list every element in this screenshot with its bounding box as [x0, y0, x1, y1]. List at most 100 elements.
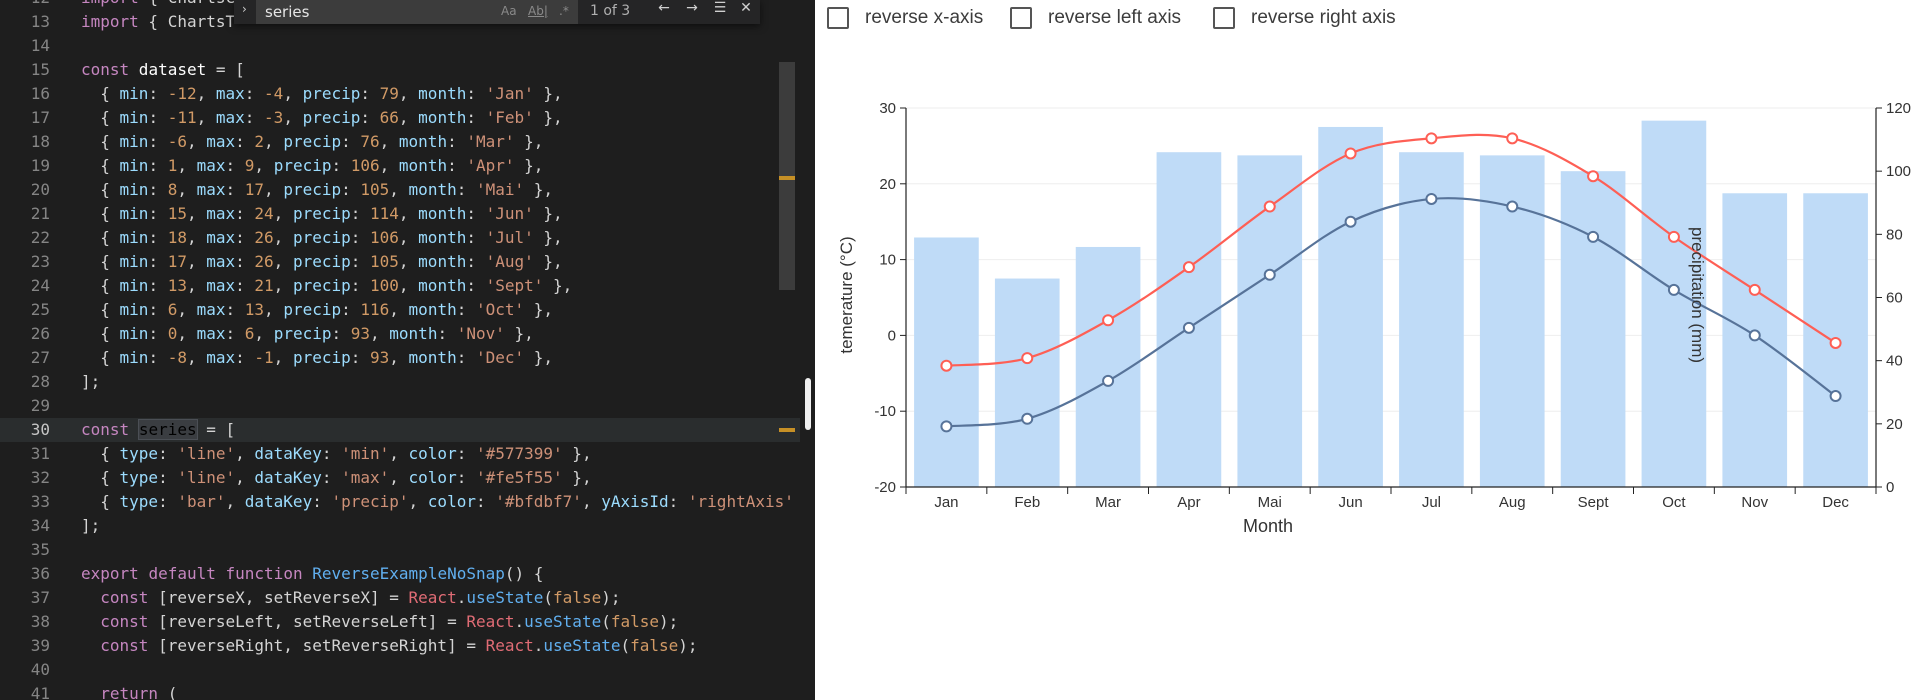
code-line[interactable]: 36 export default function ReverseExample… — [0, 562, 800, 586]
code-line[interactable]: 17 { min: -11, max: -3, precip: 66, mont… — [0, 106, 800, 130]
code-line[interactable]: 15 const dataset = [ — [0, 58, 800, 82]
line-max-point-oct — [1667, 230, 1680, 243]
code-line[interactable]: 24 { min: 13, max: 21, precip: 100, mont… — [0, 274, 800, 298]
code-line[interactable]: 31 { type: 'line', dataKey: 'min', color… — [0, 442, 800, 466]
code-line[interactable]: 30 const series = [ — [0, 418, 800, 442]
x-tick-label: Mai — [1258, 494, 1282, 511]
x-tick-label: Jun — [1338, 494, 1362, 511]
left-tick-label: 10 — [879, 252, 896, 269]
reverse-right-checkbox[interactable]: reverse right axis — [1213, 6, 1396, 30]
x-tick-label: Aug — [1499, 494, 1526, 511]
code-text: { min: -11, max: -3, precip: 66, month: … — [81, 108, 563, 127]
x-tick-label: Dec — [1822, 494, 1849, 511]
split-resize-handle[interactable] — [805, 378, 811, 430]
reverse-x-checkbox[interactable]: reverse x-axis — [827, 6, 983, 30]
close-icon[interactable]: ✕ — [740, 0, 752, 16]
code-text: { min: 18, max: 26, precip: 106, month: … — [81, 228, 563, 247]
line-min-point-dec — [1829, 390, 1842, 403]
code-line[interactable]: 20 { min: 8, max: 17, precip: 105, month… — [0, 178, 800, 202]
code-text: const dataset = [ — [81, 60, 245, 79]
line-number: 23 — [30, 252, 50, 271]
line-number: 27 — [30, 348, 50, 367]
whole-word-icon[interactable]: Ab| — [528, 4, 548, 18]
code-line[interactable]: 14 — [0, 34, 800, 58]
left-tick-label: 20 — [879, 176, 896, 193]
line-min-point-nov — [1748, 329, 1761, 342]
code-editor[interactable]: 12 import { ChartsC 13 import { ChartsT 14 15… — [0, 0, 815, 700]
line-number: 20 — [30, 180, 50, 199]
code-line[interactable]: 22 { min: 18, max: 26, precip: 106, mont… — [0, 226, 800, 250]
code-text: { min: -12, max: -4, precip: 79, month: … — [81, 84, 563, 103]
code-line[interactable]: 35 — [0, 538, 800, 562]
replace-toggle-icon[interactable]: › — [242, 2, 247, 16]
code-line[interactable]: 33 { type: 'bar', dataKey: 'precip', col… — [0, 490, 800, 514]
code-line[interactable]: 28]; — [0, 370, 800, 394]
bar-precip-jul — [1399, 152, 1464, 487]
code-line[interactable]: 19 { min: 1, max: 9, precip: 106, month:… — [0, 154, 800, 178]
x-tick-label: Mar — [1095, 494, 1121, 511]
code-line[interactable]: 37 const [reverseX, setReverseX] = React… — [0, 586, 800, 610]
checkbox-box[interactable] — [1010, 7, 1032, 29]
code-line[interactable]: 12 import { ChartsC — [0, 0, 800, 10]
x-tick-label: Apr — [1177, 494, 1200, 511]
bar-precip-jun — [1318, 126, 1383, 487]
line-number: 26 — [30, 324, 50, 343]
code-line[interactable]: 27 { min: -8, max: -1, precip: 93, month… — [0, 346, 800, 370]
code-line[interactable]: 34]; — [0, 514, 800, 538]
code-line[interactable]: 29 — [0, 394, 800, 418]
line-number: 33 — [30, 492, 50, 511]
find-in-selection-icon[interactable]: ☰ — [713, 0, 727, 16]
code-line[interactable]: 26 { min: 0, max: 6, precip: 93, month: … — [0, 322, 800, 346]
line-max-point-jan — [940, 359, 953, 372]
line-number: 35 — [30, 540, 50, 559]
find-input-value: series — [265, 3, 310, 21]
code-line[interactable]: 16 { min: -12, max: -4, precip: 79, mont… — [0, 82, 800, 106]
next-match-icon[interactable]: → — [686, 0, 698, 16]
code-line[interactable]: 13 import { ChartsT — [0, 10, 800, 34]
line-min-point-apr — [1182, 321, 1195, 334]
code-line[interactable]: 38 const [reverseLeft, setReverseLeft] =… — [0, 610, 800, 634]
code-text: const series = [ — [81, 419, 236, 440]
checkbox-box[interactable] — [827, 7, 849, 29]
line-number: 19 — [30, 156, 50, 175]
code-text: { min: -8, max: -1, precip: 93, month: '… — [81, 348, 554, 367]
code-line[interactable]: 32 { type: 'line', dataKey: 'max', color… — [0, 466, 800, 490]
code-line[interactable]: 18 { min: -6, max: 2, precip: 76, month:… — [0, 130, 800, 154]
line-min-point-jul — [1425, 192, 1438, 205]
code-text: const [reverseLeft, setReverseLeft] = Re… — [100, 612, 679, 631]
line-number: 22 — [30, 228, 50, 247]
line-min-point-aug — [1506, 200, 1519, 213]
match-case-icon[interactable]: Aa — [501, 4, 517, 18]
x-tick-label: Sept — [1578, 494, 1610, 511]
checkbox-box[interactable] — [1213, 7, 1235, 29]
line-max-point-dec — [1829, 336, 1842, 349]
code-line[interactable]: 39 const [reverseRight, setReverseRight]… — [0, 634, 800, 658]
previous-match-icon[interactable]: ← — [658, 0, 670, 16]
reverse-left-checkbox[interactable]: reverse left axis — [1010, 6, 1181, 30]
line-max-point-jul — [1425, 132, 1438, 145]
line-number: 18 — [30, 132, 50, 151]
code-text: const [reverseRight, setReverseRight] = … — [100, 636, 698, 655]
bar-precip-apr — [1156, 152, 1222, 487]
code-line[interactable]: 23 { min: 17, max: 26, precip: 105, mont… — [0, 250, 800, 274]
code-text: return ( — [100, 684, 178, 700]
x-axis-label: Month — [1243, 516, 1293, 536]
code-line[interactable]: 41 return ( — [0, 682, 800, 700]
code-text: ]; — [81, 516, 101, 535]
line-number: 38 — [30, 612, 50, 631]
line-number: 32 — [30, 468, 50, 487]
code-line[interactable]: 21 { min: 15, max: 24, precip: 114, mont… — [0, 202, 800, 226]
find-input[interactable]: series Aa Ab| .* — [256, 0, 578, 24]
code-line[interactable]: 40 — [0, 658, 800, 682]
code-text: ]; — [81, 372, 101, 391]
code-line[interactable]: 25 { min: 6, max: 13, precip: 116, month… — [0, 298, 800, 322]
regex-icon[interactable]: .* — [559, 4, 569, 18]
line-min-point-feb — [1021, 412, 1034, 425]
line-max-point-jun — [1344, 147, 1357, 160]
right-tick-label: 40 — [1886, 353, 1903, 370]
line-max-point-mar — [1102, 314, 1115, 327]
left-axis-label: temerature (°C) — [837, 236, 856, 353]
code-text: { type: 'line', dataKey: 'max', color: '… — [81, 468, 592, 487]
line-number: 24 — [30, 276, 50, 295]
preview-pane: reverse x-axis reverse left axis reverse… — [815, 0, 1920, 700]
